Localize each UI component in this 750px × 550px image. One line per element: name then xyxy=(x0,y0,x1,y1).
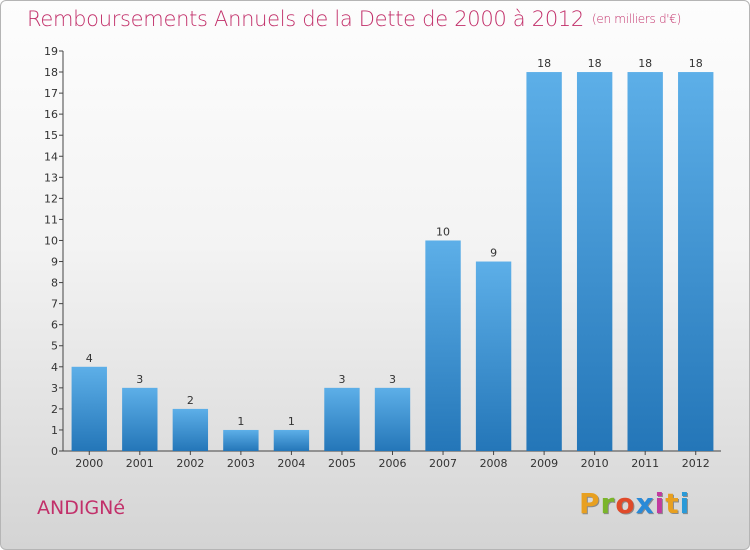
bar-2009 xyxy=(526,72,562,451)
logo-letter: P xyxy=(579,487,601,520)
x-tick-label: 2011 xyxy=(631,457,659,470)
logo-letter: o xyxy=(615,487,636,520)
x-tick-label: 2008 xyxy=(480,457,508,470)
bar-2003 xyxy=(223,429,259,451)
bar-value-label: 1 xyxy=(288,415,295,428)
bars: 4 3 2 1 1 3 3 10 9 18 18 18 18 xyxy=(71,57,714,451)
bar-value-label: 2 xyxy=(187,394,194,407)
chart-title: Remboursements Annuels de la Dette de 20… xyxy=(27,7,681,31)
x-tick-label: 2004 xyxy=(277,457,305,470)
y-tick-label: 4 xyxy=(51,361,58,374)
bar-2012 xyxy=(678,72,714,451)
y-tick-label: 5 xyxy=(51,340,58,353)
bar-value-label: 3 xyxy=(389,373,396,386)
bar-2000 xyxy=(71,366,107,451)
proxiti-logo[interactable]: Proxiti xyxy=(579,487,690,520)
y-tick-label: 7 xyxy=(51,298,58,311)
bar-2008 xyxy=(475,261,512,451)
bar-value-label: 18 xyxy=(537,57,551,70)
x-tick-label: 2006 xyxy=(379,457,407,470)
place-name: ANDIGNé xyxy=(37,497,126,519)
x-tick-label: 2007 xyxy=(429,457,457,470)
bar-value-label: 1 xyxy=(237,415,244,428)
bar-value-label: 18 xyxy=(638,57,652,70)
x-tick-label: 2005 xyxy=(328,457,356,470)
y-tick-label: 12 xyxy=(44,192,58,205)
logo-letter: i xyxy=(679,487,691,520)
y-tick-label: 0 xyxy=(51,445,58,458)
bar-value-label: 3 xyxy=(338,373,345,386)
bar-2011 xyxy=(627,72,663,451)
y-tick-label: 14 xyxy=(44,150,58,163)
bar-2002 xyxy=(172,408,209,451)
bar-value-label: 18 xyxy=(588,57,602,70)
y-tick-label: 13 xyxy=(44,171,58,184)
bar-2010 xyxy=(576,72,613,451)
bar-2005 xyxy=(324,387,360,451)
x-tick-label: 2012 xyxy=(682,457,710,470)
bar-value-label: 18 xyxy=(689,57,703,70)
x-tick-label: 2009 xyxy=(530,457,558,470)
y-tick-label: 6 xyxy=(51,319,58,332)
bar-2007 xyxy=(425,240,461,451)
x-tick-label: 2010 xyxy=(581,457,609,470)
y-tick-label: 8 xyxy=(51,277,58,290)
bar-value-label: 4 xyxy=(86,352,93,365)
logo-letter: x xyxy=(635,487,655,520)
logo-letter: r xyxy=(600,487,616,520)
bar-2004 xyxy=(273,429,310,451)
bar-value-label: 3 xyxy=(136,373,143,386)
logo-letter: t xyxy=(665,487,680,520)
logo-letter: i xyxy=(654,487,666,520)
y-tick-label: 1 xyxy=(51,424,58,437)
chart-unit: (en milliers d'€) xyxy=(592,12,682,26)
y-tick-label: 19 xyxy=(44,45,58,58)
x-tick-label: 2000 xyxy=(75,457,103,470)
bar-2001 xyxy=(122,387,158,451)
y-tick-label: 3 xyxy=(51,382,58,395)
bar-value-label: 9 xyxy=(490,247,497,260)
y-tick-label: 10 xyxy=(44,234,58,247)
y-tick-label: 15 xyxy=(44,129,58,142)
y-tick-label: 9 xyxy=(51,256,58,269)
y-tick-label: 17 xyxy=(44,87,58,100)
y-tick-label: 16 xyxy=(44,108,58,121)
x-tick-label: 2003 xyxy=(227,457,255,470)
x-tick-label: 2001 xyxy=(126,457,154,470)
bar-value-label: 10 xyxy=(436,225,450,238)
chart-title-text: Remboursements Annuels de la Dette de 20… xyxy=(27,7,584,31)
bar-2006 xyxy=(374,387,411,451)
y-tick-label: 11 xyxy=(44,213,58,226)
x-tick-label: 2002 xyxy=(176,457,204,470)
y-tick-label: 18 xyxy=(44,66,58,79)
y-tick-label: 2 xyxy=(51,403,58,416)
